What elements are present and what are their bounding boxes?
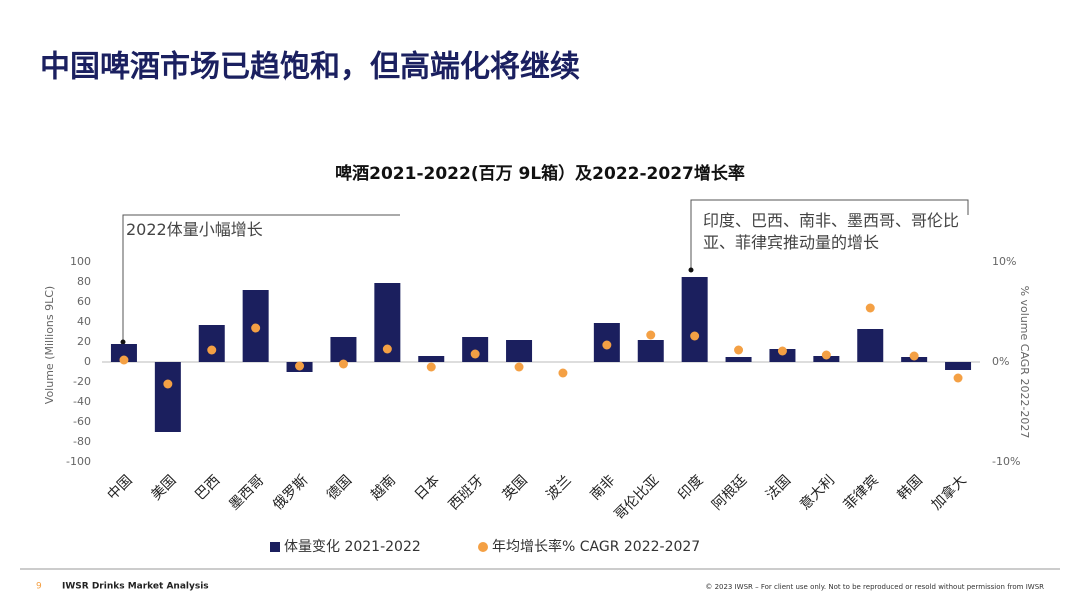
x-tick-label: 德国 <box>324 472 355 503</box>
legend-label: 体量变化 2021-2022 <box>284 539 421 555</box>
y-tick-label: -20 <box>73 375 91 388</box>
x-tick-label: 阿根廷 <box>709 472 750 513</box>
x-tick-label: 俄罗斯 <box>270 472 311 513</box>
dot <box>295 361 305 371</box>
x-tick-label: 墨西哥 <box>226 472 267 513</box>
footer-brand: IWSR Drinks Market Analysis <box>62 582 209 592</box>
bar <box>681 277 708 362</box>
x-tick-label: 日本 <box>412 472 443 503</box>
x-tick-label: 美国 <box>148 472 179 503</box>
dot <box>514 362 524 372</box>
bar <box>857 329 884 362</box>
x-tick-label: 韩国 <box>895 472 926 503</box>
y-tick-label: -80 <box>73 435 91 448</box>
y2-tick-label: -10% <box>992 455 1020 468</box>
annotation: 2022体量小幅增长 <box>126 220 263 239</box>
x-tick-label: 英国 <box>499 472 531 504</box>
y-tick-label: 20 <box>77 335 91 348</box>
bar <box>725 357 752 362</box>
bar <box>154 362 181 432</box>
annotation-dot <box>120 339 126 345</box>
bar <box>330 337 357 362</box>
bar <box>110 344 137 362</box>
dot <box>646 330 656 340</box>
dot <box>821 350 831 360</box>
dot <box>777 346 787 356</box>
chart-title: 啤酒2021-2022(百万 9L箱）及2022-2027增长率 <box>335 163 745 184</box>
dot <box>119 355 129 365</box>
dot <box>163 379 173 389</box>
legend-swatch <box>270 542 280 552</box>
x-tick-label: 菲律宾 <box>841 472 882 513</box>
y2-tick-label: 0% <box>992 355 1009 368</box>
x-tick-label: 中国 <box>104 472 135 503</box>
x-tick-label: 西班牙 <box>446 472 487 513</box>
y2-axis-label: % volume CAGR 2022-2027 <box>1018 286 1031 439</box>
bar <box>418 356 445 362</box>
dot <box>865 303 875 313</box>
y-axis-label: Volume (Millions 9LC) <box>43 286 56 404</box>
y-tick-label: -40 <box>73 395 91 408</box>
x-tick-label: 巴西 <box>192 472 223 503</box>
x-tick-label: 印度 <box>675 472 706 503</box>
x-tick-label: 意大利 <box>796 472 838 514</box>
y2-tick-label: 10% <box>992 255 1016 268</box>
dot <box>558 368 568 378</box>
legend-label: 年均增长率% CAGR 2022-2027 <box>492 538 700 555</box>
bar <box>506 340 533 362</box>
dot <box>470 349 480 359</box>
x-tick-label: 加拿大 <box>928 472 970 514</box>
x-tick-label: 南非 <box>587 472 618 503</box>
annotation-bracket <box>122 214 400 344</box>
y-tick-label: 0 <box>84 355 91 368</box>
dot <box>207 345 217 355</box>
bar <box>198 325 225 362</box>
dot <box>338 359 348 369</box>
dot <box>602 340 612 350</box>
x-tick-label: 法国 <box>763 472 794 503</box>
x-tick-label: 哥伦比亚 <box>611 472 662 523</box>
y-tick-label: -100 <box>66 455 91 468</box>
x-tick-label: 波兰 <box>543 472 574 503</box>
y-tick-label: -60 <box>73 415 91 428</box>
dot <box>426 362 436 372</box>
dot <box>953 373 963 383</box>
bar <box>637 340 664 362</box>
dot <box>734 345 744 355</box>
slide-title: 中国啤酒市场已趋饱和，但高端化将继续 <box>40 50 580 85</box>
page-number: 9 <box>36 582 42 592</box>
annotation-dot <box>688 267 694 273</box>
dot <box>690 331 700 341</box>
annotation-bracket <box>690 199 969 270</box>
bar <box>945 362 972 370</box>
dot <box>909 351 919 361</box>
dot <box>251 323 261 333</box>
y-tick-label: 80 <box>77 275 91 288</box>
annotation: 印度、巴西、南非、墨西哥、哥伦比亚、菲律宾推动量的增长 <box>703 211 960 252</box>
y-tick-label: 100 <box>70 255 91 268</box>
footer-copyright: © 2023 IWSR – For client use only. Not t… <box>705 583 1044 591</box>
dot <box>382 344 392 354</box>
y-tick-label: 40 <box>77 315 91 328</box>
x-tick-label: 越南 <box>368 472 399 503</box>
legend-swatch <box>478 542 488 552</box>
y-tick-label: 60 <box>77 295 91 308</box>
